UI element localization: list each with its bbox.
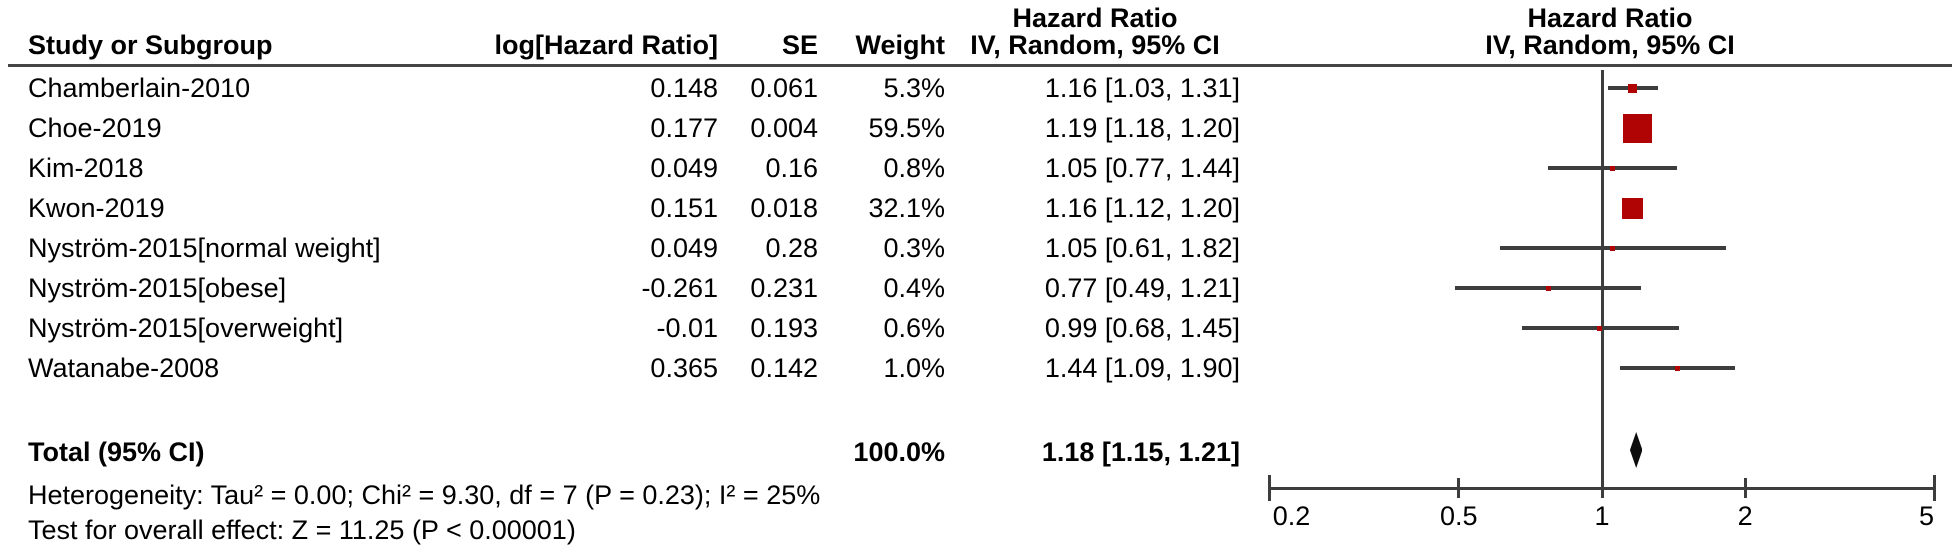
study-name: Kim-2018	[28, 153, 144, 183]
se-value: 0.004	[750, 113, 818, 143]
effect-square	[1597, 325, 1603, 331]
effect-square	[1609, 165, 1615, 171]
hr-ci-text: 0.99 [0.68, 1.45]	[1044, 313, 1240, 343]
study-name: Chamberlain-2010	[28, 73, 251, 103]
log-hr-value: 0.148	[650, 73, 718, 103]
weight-value: 32.1%	[868, 193, 945, 223]
axis-tick-label: 0.5	[1440, 501, 1478, 531]
log-hr-value: 0.365	[650, 353, 718, 383]
effect-square	[1674, 365, 1680, 371]
axis-tick-label: 1	[1594, 501, 1610, 531]
study-name: Watanabe-2008	[28, 353, 220, 383]
effect-square	[1609, 245, 1615, 251]
heterogeneity-stats: Heterogeneity: Tau² = 0.00; Chi² = 9.30,…	[28, 480, 821, 510]
effect-square	[1628, 83, 1638, 93]
column-header-ci-text: IV, Random, 95% CI	[970, 30, 1220, 60]
axis-tick-label: 2	[1737, 501, 1753, 531]
axis-tick	[1457, 478, 1461, 498]
null-effect-line	[1600, 70, 1604, 489]
weight-value: 5.3%	[883, 73, 945, 103]
header-divider	[8, 64, 1952, 67]
axis-tick-label: 0.2	[1272, 501, 1311, 531]
table-row: Nyström-2015[overweight] -0.01 0.193 0.6…	[0, 314, 1960, 342]
study-name: Choe-2019	[28, 113, 162, 143]
study-name: Nyström-2015[normal weight]	[28, 233, 381, 263]
study-name: Nyström-2015[obese]	[28, 273, 287, 303]
table-row: Choe-2019 0.177 0.004 59.5% 1.19 [1.18, …	[0, 114, 1960, 142]
table-row: Kim-2018 0.049 0.16 0.8% 1.05 [0.77, 1.4…	[0, 154, 1960, 182]
pooled-diamond	[1629, 432, 1643, 468]
axis-tick	[1933, 475, 1936, 501]
se-value: 0.018	[750, 193, 818, 223]
hr-ci-text: 1.05 [0.77, 1.44]	[1044, 153, 1240, 183]
column-header-log-hr: log[Hazard Ratio]	[494, 30, 718, 60]
study-name: Nyström-2015[overweight]	[28, 313, 344, 343]
weight-value: 1.0%	[883, 353, 945, 383]
total-label: Total (95% CI)	[28, 437, 205, 467]
hr-ci-text: 1.05 [0.61, 1.82]	[1044, 233, 1240, 263]
se-value: 0.061	[750, 73, 818, 103]
total-hr-ci-text: 1.18 [1.15, 1.21]	[1041, 437, 1240, 467]
table-row: Chamberlain-2010 0.148 0.061 5.3% 1.16 […	[0, 74, 1960, 102]
hr-ci-text: 1.16 [1.12, 1.20]	[1044, 193, 1240, 223]
se-value: 0.231	[750, 273, 818, 303]
hazard-ratio-title-text-column: Hazard Ratio	[1012, 3, 1178, 33]
weight-value: 0.4%	[883, 273, 945, 303]
axis-tick	[1268, 475, 1271, 501]
effect-square	[1623, 113, 1653, 143]
weight-value: 0.6%	[883, 313, 945, 343]
hr-ci-text: 1.16 [1.03, 1.31]	[1044, 73, 1240, 103]
axis-tick	[1743, 478, 1747, 498]
log-hr-value: -0.01	[656, 313, 718, 343]
se-value: 0.142	[750, 353, 818, 383]
se-value: 0.28	[765, 233, 818, 263]
study-name: Kwon-2019	[28, 193, 165, 223]
hazard-ratio-title-plot-column: Hazard Ratio	[1527, 3, 1693, 33]
log-hr-value: 0.177	[650, 113, 718, 143]
table-row: Nyström-2015[obese] -0.261 0.231 0.4% 0.…	[0, 274, 1960, 302]
column-header-study: Study or Subgroup	[28, 30, 273, 60]
weight-value: 0.8%	[883, 153, 945, 183]
effect-square	[1545, 285, 1551, 291]
hr-ci-text: 1.44 [1.09, 1.90]	[1044, 353, 1240, 383]
overall-effect-stats: Test for overall effect: Z = 11.25 (P < …	[28, 515, 576, 545]
log-hr-value: 0.049	[650, 153, 718, 183]
hr-ci-text: 0.77 [0.49, 1.21]	[1044, 273, 1240, 303]
log-hr-value: -0.261	[641, 273, 718, 303]
weight-value: 0.3%	[883, 233, 945, 263]
weight-value: 59.5%	[868, 113, 945, 143]
total-row: Total (95% CI) 100.0% 1.18 [1.15, 1.21]	[0, 438, 1960, 466]
total-weight: 100.0%	[853, 437, 945, 467]
table-row: Watanabe-2008 0.365 0.142 1.0% 1.44 [1.0…	[0, 354, 1960, 382]
log-hr-value: 0.151	[650, 193, 718, 223]
column-header-ci-plot: IV, Random, 95% CI	[1485, 30, 1735, 60]
se-value: 0.16	[765, 153, 818, 183]
se-value: 0.193	[750, 313, 818, 343]
hr-ci-text: 1.19 [1.18, 1.20]	[1044, 113, 1240, 143]
table-row: Kwon-2019 0.151 0.018 32.1% 1.16 [1.12, …	[0, 194, 1960, 222]
table-row: Nyström-2015[normal weight] 0.049 0.28 0…	[0, 234, 1960, 262]
log-hr-value: 0.049	[650, 233, 718, 263]
column-header-se: SE	[781, 30, 818, 60]
axis-tick-label: 5	[1918, 501, 1935, 531]
column-header-weight: Weight	[855, 30, 946, 60]
effect-square	[1622, 197, 1644, 219]
axis-tick	[1600, 478, 1604, 498]
